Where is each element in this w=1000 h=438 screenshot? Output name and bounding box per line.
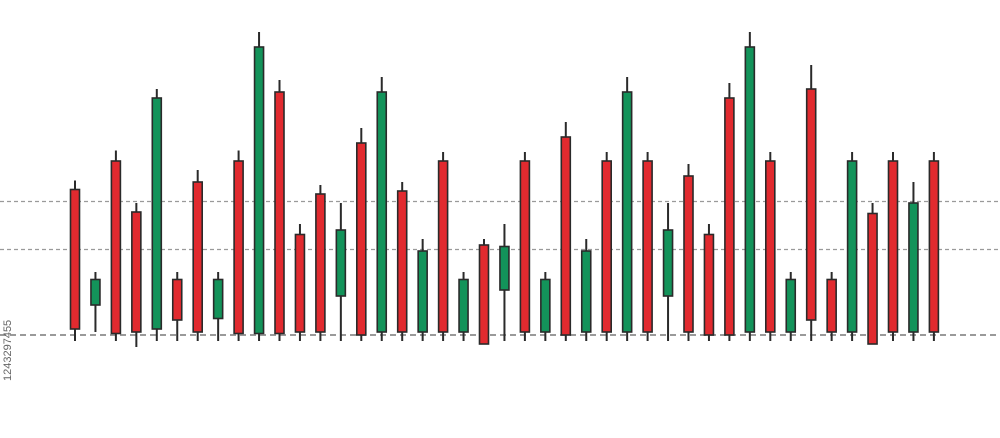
- candle: [294, 224, 306, 341]
- candle: [805, 65, 817, 341]
- candle-body: [580, 250, 592, 333]
- candle-body: [69, 188, 81, 330]
- candle: [478, 239, 490, 345]
- candle-body: [887, 160, 899, 333]
- candle-body: [151, 97, 163, 330]
- candle-body: [642, 160, 653, 333]
- candle-body: [437, 160, 449, 333]
- candle-body: [683, 175, 694, 333]
- candle: [785, 272, 797, 341]
- candle: [233, 150, 244, 341]
- candle: [192, 170, 203, 341]
- candle: [908, 182, 919, 341]
- candle-body: [417, 250, 428, 333]
- candle: [724, 83, 735, 341]
- candle-body: [458, 278, 469, 333]
- candle: [928, 152, 940, 341]
- candle-body: [315, 193, 326, 333]
- candle: [519, 152, 531, 341]
- candle-body: [294, 233, 306, 333]
- candle: [744, 32, 756, 341]
- candle: [355, 128, 367, 341]
- candle-body: [703, 233, 715, 336]
- candle: [458, 272, 469, 341]
- candle-body: [928, 160, 940, 333]
- candle-body: [846, 160, 858, 333]
- candle: [867, 203, 878, 345]
- candle-body: [621, 91, 633, 333]
- candle: [560, 122, 572, 341]
- candle-body: [805, 88, 817, 321]
- candle-body: [724, 97, 735, 336]
- candle: [683, 164, 694, 341]
- candle: [376, 77, 388, 341]
- candle: [69, 180, 81, 341]
- candle: [110, 150, 122, 341]
- candle: [90, 272, 101, 332]
- candle-body: [335, 229, 347, 297]
- candle-body: [355, 142, 367, 336]
- candle-body: [867, 212, 878, 345]
- candle-body: [499, 245, 510, 291]
- candle-body: [110, 160, 122, 335]
- candle-body: [478, 244, 490, 345]
- candle: [131, 203, 142, 347]
- candle-body: [601, 160, 613, 333]
- candle-body: [376, 91, 388, 333]
- candle-body: [131, 211, 142, 333]
- candle-body: [192, 181, 203, 333]
- candle: [764, 152, 776, 341]
- candle: [253, 32, 265, 341]
- candle-body: [540, 278, 551, 333]
- candle: [703, 224, 715, 341]
- candle: [335, 203, 347, 341]
- candle: [171, 272, 183, 341]
- candle: [212, 272, 224, 341]
- candle-body: [519, 160, 531, 333]
- candle: [621, 77, 633, 341]
- candle-body: [253, 46, 265, 335]
- candle-body: [233, 160, 244, 335]
- candle-body: [785, 278, 797, 333]
- candle: [662, 203, 674, 341]
- candle: [642, 152, 653, 341]
- stock-id-label: 1243297455: [2, 319, 14, 381]
- candle: [417, 239, 428, 341]
- candle: [274, 80, 285, 341]
- candle-body: [212, 278, 224, 320]
- candle: [315, 185, 326, 341]
- candle: [826, 272, 837, 341]
- candle-body: [90, 278, 101, 306]
- candle: [846, 152, 858, 341]
- candle-body: [171, 278, 183, 321]
- candle-body: [662, 229, 674, 297]
- candle: [580, 239, 592, 341]
- candle-body: [908, 202, 919, 333]
- candle: [151, 89, 163, 341]
- candle: [540, 272, 551, 341]
- candle-body: [274, 91, 285, 335]
- candle: [887, 152, 899, 341]
- candles: [69, 32, 940, 347]
- candle: [499, 224, 510, 341]
- candle-body: [396, 190, 408, 333]
- candle: [437, 152, 449, 341]
- candle: [396, 182, 408, 341]
- candle-body: [764, 160, 776, 333]
- candle: [601, 152, 613, 341]
- candle-body: [826, 278, 837, 333]
- candle-body: [744, 46, 756, 333]
- candle-body: [560, 136, 572, 336]
